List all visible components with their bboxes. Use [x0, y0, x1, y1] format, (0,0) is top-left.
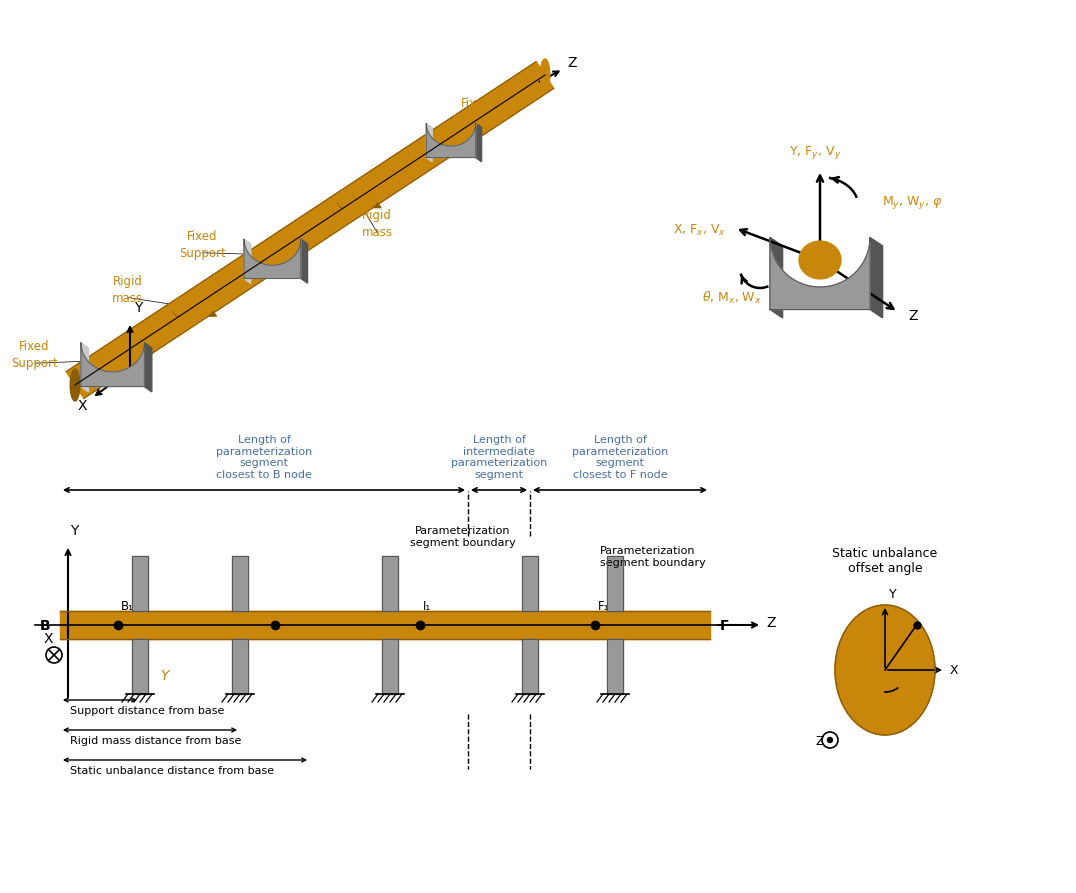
- Text: Fixed
Support: Fixed Support: [11, 340, 58, 371]
- Polygon shape: [244, 239, 251, 283]
- Text: Length of
parameterization
segment
closest to F node: Length of parameterization segment close…: [571, 435, 668, 480]
- Text: Z: Z: [815, 735, 823, 748]
- Text: Fixed
Support: Fixed Support: [453, 97, 499, 127]
- Text: F₁: F₁: [598, 600, 609, 613]
- Ellipse shape: [441, 126, 461, 144]
- Text: X: X: [44, 632, 54, 646]
- Ellipse shape: [261, 242, 284, 263]
- Text: Parameterization
segment boundary: Parameterization segment boundary: [600, 546, 706, 568]
- Ellipse shape: [100, 346, 125, 369]
- Text: M$_y$, W$_y$, $\varphi$: M$_y$, W$_y$, $\varphi$: [882, 194, 943, 211]
- Circle shape: [827, 738, 833, 742]
- Text: Y: Y: [889, 588, 896, 601]
- Text: I₁: I₁: [423, 600, 431, 613]
- Text: B: B: [40, 619, 51, 633]
- Text: Y: Y: [134, 301, 142, 315]
- Text: Parameterization
segment boundary: Parameterization segment boundary: [410, 526, 515, 547]
- Text: Y: Y: [70, 524, 79, 538]
- Text: Length of
intermediate
parameterization
segment: Length of intermediate parameterization …: [451, 435, 547, 480]
- Polygon shape: [60, 611, 710, 639]
- Polygon shape: [144, 343, 152, 392]
- Text: Y, F$_y$, V$_y$: Y, F$_y$, V$_y$: [789, 144, 841, 161]
- Polygon shape: [81, 343, 144, 387]
- Text: Static unbalance distance from base: Static unbalance distance from base: [70, 766, 274, 776]
- Polygon shape: [426, 123, 433, 162]
- Polygon shape: [607, 556, 623, 611]
- Text: Static unbalance
offset angle: Static unbalance offset angle: [833, 547, 937, 575]
- Polygon shape: [476, 123, 482, 162]
- Text: X: X: [950, 664, 959, 677]
- Text: Length of
parameterization
segment
closest to B node: Length of parameterization segment close…: [216, 435, 312, 480]
- Text: Z: Z: [766, 616, 776, 630]
- Text: Rigid
mass: Rigid mass: [362, 209, 393, 239]
- Text: B₁: B₁: [121, 600, 134, 613]
- Ellipse shape: [799, 241, 841, 279]
- Ellipse shape: [540, 59, 550, 91]
- Ellipse shape: [70, 369, 80, 401]
- Polygon shape: [426, 123, 476, 157]
- Text: Z: Z: [908, 309, 918, 323]
- Polygon shape: [522, 556, 538, 611]
- Text: Rigid
mass: Rigid mass: [112, 274, 143, 305]
- Text: Fixed
Support: Fixed Support: [179, 230, 226, 260]
- Text: Support distance from base: Support distance from base: [70, 706, 225, 716]
- Text: X: X: [77, 399, 87, 413]
- Text: Rigid mass distance from base: Rigid mass distance from base: [70, 736, 241, 746]
- Polygon shape: [382, 556, 398, 611]
- Ellipse shape: [835, 605, 935, 735]
- Polygon shape: [132, 639, 148, 694]
- Polygon shape: [382, 639, 398, 694]
- Text: X, F$_x$, V$_x$: X, F$_x$, V$_x$: [674, 223, 726, 238]
- Polygon shape: [132, 556, 148, 611]
- Polygon shape: [81, 343, 88, 392]
- Polygon shape: [232, 556, 247, 611]
- Text: Y: Y: [160, 669, 169, 683]
- Polygon shape: [172, 311, 216, 316]
- Ellipse shape: [337, 187, 377, 211]
- Text: $\theta$, M$_x$, W$_x$: $\theta$, M$_x$, W$_x$: [702, 290, 762, 306]
- Polygon shape: [522, 639, 538, 694]
- Polygon shape: [232, 639, 247, 694]
- Polygon shape: [607, 639, 623, 694]
- Text: F: F: [720, 619, 730, 633]
- Polygon shape: [337, 203, 381, 207]
- Polygon shape: [770, 238, 782, 318]
- Text: Z: Z: [567, 56, 577, 70]
- Polygon shape: [301, 239, 308, 283]
- Polygon shape: [770, 238, 870, 310]
- Polygon shape: [67, 62, 554, 398]
- Polygon shape: [870, 238, 882, 318]
- Polygon shape: [244, 239, 301, 279]
- Ellipse shape: [172, 296, 212, 320]
